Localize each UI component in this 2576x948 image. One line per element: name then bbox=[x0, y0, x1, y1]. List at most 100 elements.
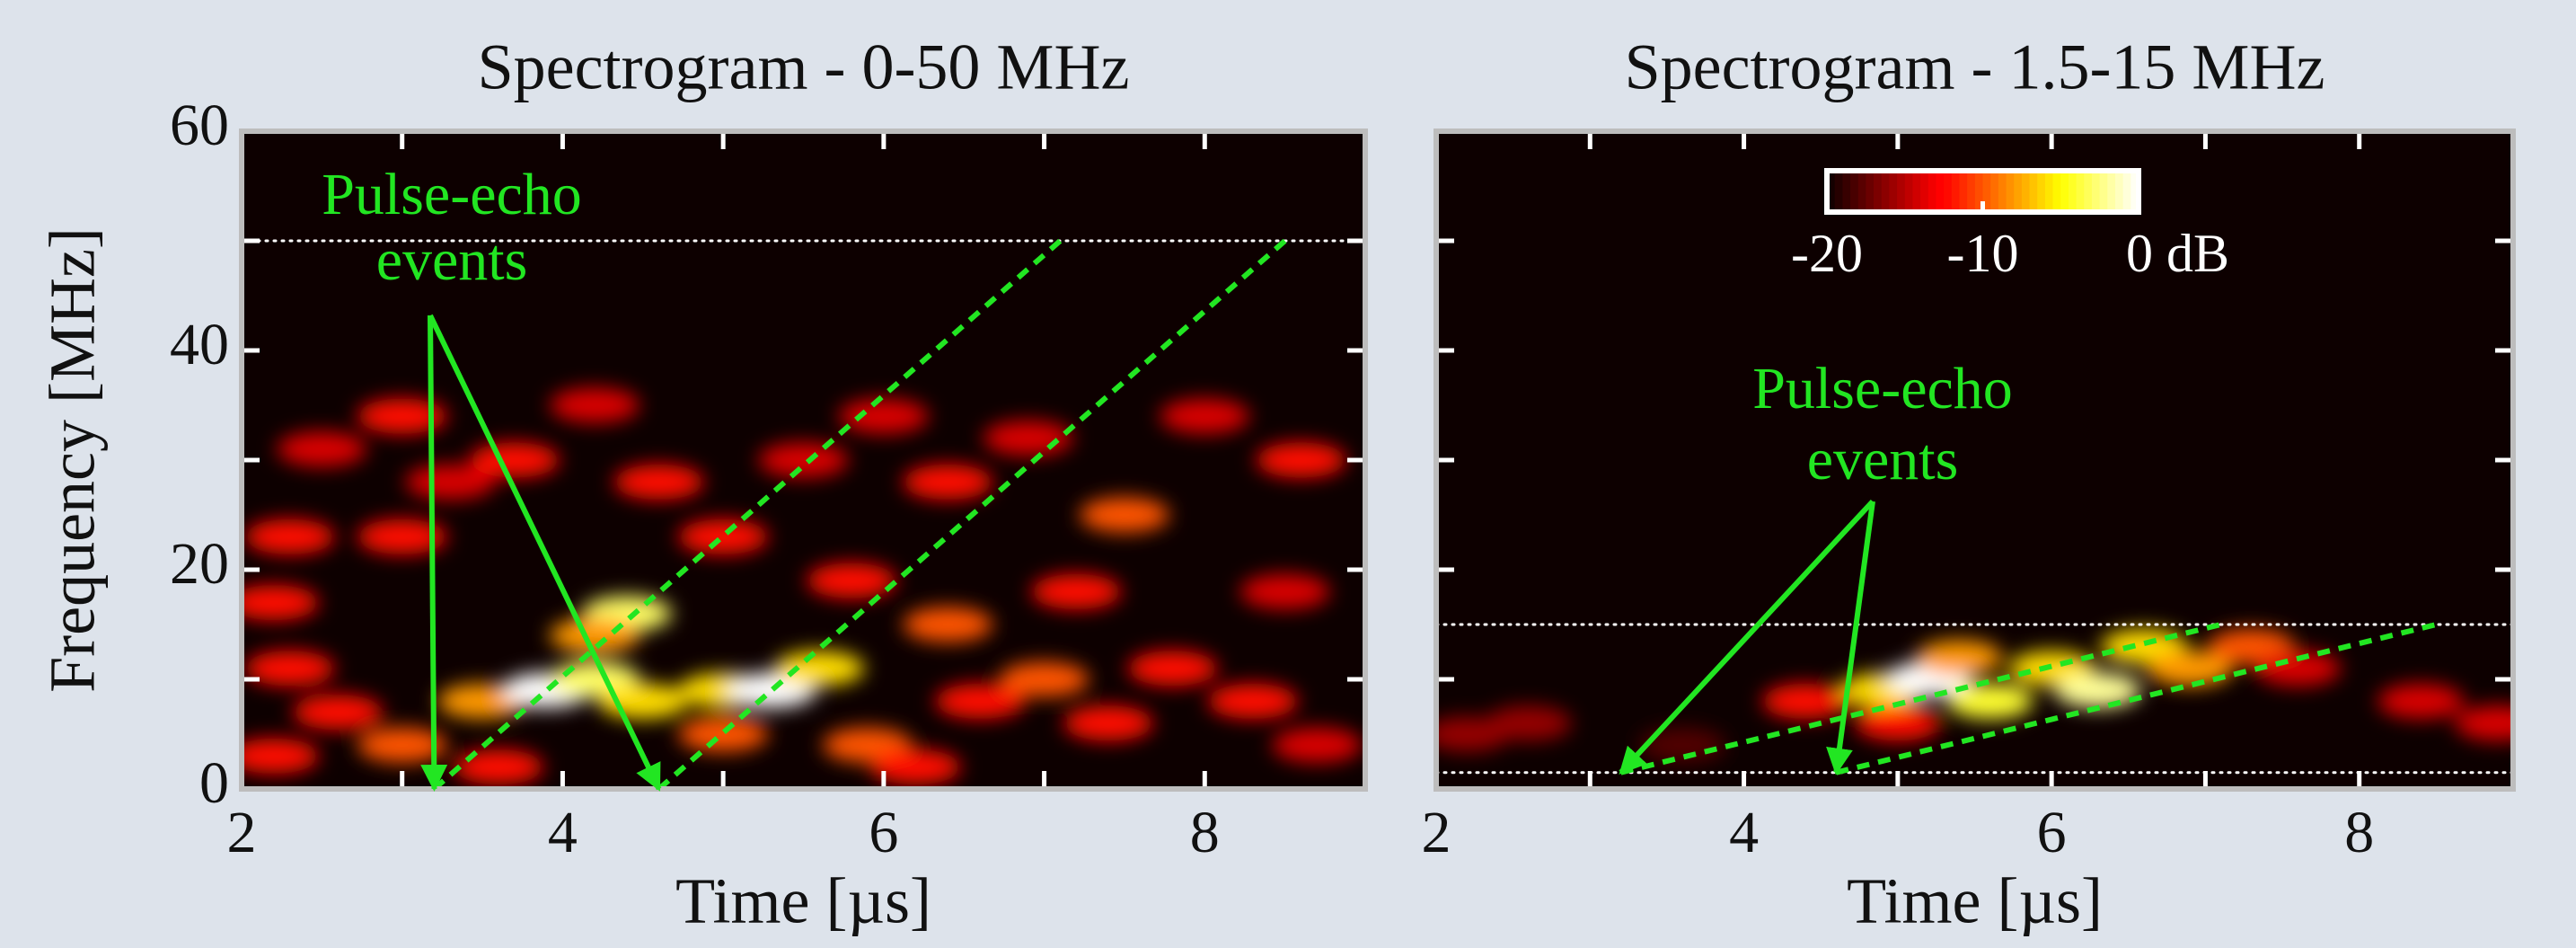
heat-cell bbox=[678, 716, 769, 752]
heat-cell bbox=[550, 387, 640, 423]
heat-cell bbox=[1239, 573, 1330, 609]
heat-cell bbox=[1485, 705, 1572, 741]
heat-cell bbox=[1207, 683, 1298, 719]
annotation-arrow bbox=[1619, 499, 1875, 775]
colorbar-segment bbox=[1944, 171, 1953, 212]
colorbar-segment bbox=[1889, 171, 1899, 212]
colorbar-segment bbox=[2044, 171, 2054, 212]
colorbar-segment bbox=[2084, 171, 2093, 212]
heat-cell bbox=[903, 464, 993, 500]
heat-cell bbox=[242, 738, 319, 774]
heat-cell bbox=[244, 518, 335, 554]
colorbar-segment bbox=[2130, 171, 2139, 212]
colorbar-tick-label: 0 dB bbox=[2126, 224, 2229, 283]
colorbar-segment bbox=[2021, 171, 2031, 212]
colorbar-segment bbox=[1834, 171, 1844, 212]
x-axis-label: Time [µs] bbox=[675, 865, 931, 937]
heat-cell bbox=[1079, 497, 1169, 533]
heat-cell bbox=[453, 749, 543, 785]
heat-cell bbox=[774, 651, 865, 687]
heat-cell bbox=[357, 518, 447, 554]
colorbar-segment bbox=[1857, 171, 1867, 212]
plot-background bbox=[1436, 131, 2513, 789]
colorbar-segment bbox=[1959, 171, 1969, 212]
y-tick-label: 40 bbox=[170, 312, 229, 377]
heat-cell bbox=[999, 661, 1090, 697]
x-axis-label: Time [µs] bbox=[1847, 865, 2103, 937]
x-tick-label: 6 bbox=[2037, 800, 2067, 865]
heat-cell bbox=[1160, 398, 1250, 434]
colorbar-segment bbox=[2014, 171, 2023, 212]
colorbar-segment bbox=[2091, 171, 2101, 212]
heat-cell bbox=[2147, 651, 2234, 687]
chart-title: Spectrogram - 1.5-15 MHz bbox=[1625, 31, 2325, 103]
colorbar-segment bbox=[2114, 171, 2124, 212]
heat-cell bbox=[550, 617, 640, 653]
colorbar-segment bbox=[1920, 171, 1929, 212]
colorbar-segment bbox=[2052, 171, 2062, 212]
colorbar-tick-label: -20 bbox=[1791, 224, 1863, 283]
annotation-text: Pulse-echo bbox=[1752, 356, 2013, 421]
colorbar-segment bbox=[1904, 171, 1914, 212]
panel: Spectrogram - 0-50 MHz 2 4 6 8 0 20 40 60 Time [µ… bbox=[37, 31, 1368, 937]
x-tick-label: 8 bbox=[2344, 800, 2374, 865]
heat-cell bbox=[613, 464, 704, 500]
heat-cell bbox=[1063, 705, 1154, 741]
blobs bbox=[1436, 628, 2513, 763]
heat-cell bbox=[357, 727, 447, 763]
heat-cell bbox=[758, 442, 849, 478]
heat-cell bbox=[838, 398, 929, 434]
x-tick-label: 4 bbox=[1729, 800, 1759, 865]
guide-line bbox=[1835, 622, 2438, 775]
colorbar-segment bbox=[1827, 171, 1836, 212]
colorbar-segment bbox=[2122, 171, 2132, 212]
heat-cell bbox=[469, 442, 560, 478]
heat-cell bbox=[903, 607, 993, 642]
colorbar-segment bbox=[1990, 171, 1999, 212]
colorbar-segment bbox=[1982, 171, 1992, 212]
colorbar-segment bbox=[1874, 171, 1883, 212]
annotation-arrow bbox=[1826, 501, 1875, 775]
heat-cell bbox=[983, 421, 1073, 456]
colorbar-segment bbox=[1967, 171, 1976, 212]
colorbar-segment bbox=[1866, 171, 1875, 212]
x-tick-label: 4 bbox=[548, 800, 578, 865]
colorbar-segment bbox=[1897, 171, 1906, 212]
heat-cell bbox=[244, 651, 335, 687]
heat-cell bbox=[293, 695, 384, 731]
heat-cell bbox=[870, 749, 961, 785]
heat-cell bbox=[1639, 727, 1726, 763]
y-tick-label: 20 bbox=[170, 531, 229, 597]
colorbar-segment bbox=[1974, 171, 1984, 212]
colorbar-segment bbox=[1998, 171, 2007, 212]
colorbar-segment bbox=[2099, 171, 2109, 212]
heatmap bbox=[242, 387, 1363, 785]
heat-cell bbox=[935, 683, 1026, 719]
heat-cell bbox=[1272, 727, 1363, 763]
colorbar-segment bbox=[2068, 171, 2078, 212]
heat-cell bbox=[2378, 683, 2465, 719]
heat-cell bbox=[1916, 640, 2003, 676]
colorbar-segment bbox=[2006, 171, 2016, 212]
y-axis-label: Frequency [MHz] bbox=[37, 227, 109, 693]
heat-cell bbox=[1854, 705, 1941, 741]
colorbar-segment bbox=[1936, 171, 1945, 212]
colorbar-segment bbox=[1912, 171, 1922, 212]
annotation-text: Pulse-echo bbox=[322, 162, 582, 227]
heat-cell bbox=[277, 431, 367, 467]
colorbar-segment bbox=[1951, 171, 1961, 212]
guide-line bbox=[1619, 622, 2222, 775]
colorbar-tick-label: -10 bbox=[1947, 224, 2019, 283]
x-tick-label: 2 bbox=[227, 800, 257, 865]
annotation-text: events bbox=[376, 227, 528, 293]
colorbar-segment bbox=[2029, 171, 2039, 212]
x-tick-label: 6 bbox=[869, 800, 898, 865]
blobs bbox=[242, 387, 1363, 785]
annotation-arrow bbox=[420, 315, 448, 792]
colorbar-segment bbox=[2060, 171, 2069, 212]
y-tick-label: 60 bbox=[170, 93, 229, 158]
heat-cell bbox=[1031, 573, 1122, 609]
heatmap bbox=[1436, 628, 2513, 763]
heat-cell bbox=[357, 398, 447, 434]
